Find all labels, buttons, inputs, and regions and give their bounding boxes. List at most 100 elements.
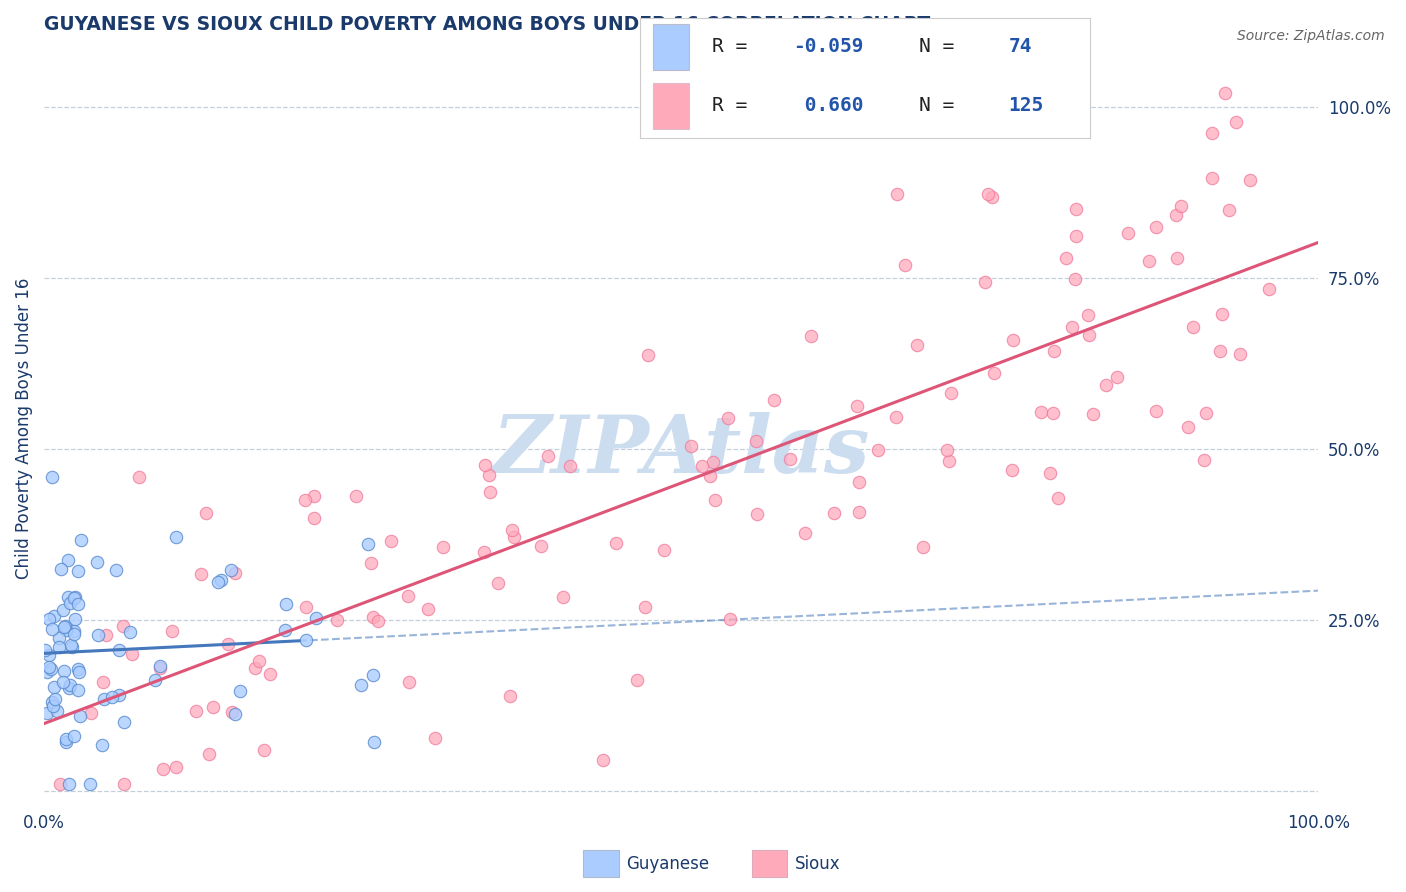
Text: 125: 125: [1008, 96, 1043, 115]
Point: [66, 662, 89, 676]
Point: [361, 667, 384, 681]
Point: [165, 760, 187, 774]
Point: [108, 643, 131, 657]
Text: N =: N =: [918, 37, 966, 56]
Point: [911, 540, 934, 554]
Point: [276, 597, 298, 611]
Point: [1170, 199, 1192, 213]
Point: [326, 613, 349, 627]
Point: [474, 458, 496, 472]
Point: [53, 620, 76, 634]
Text: ZIPAtlas: ZIPAtlas: [492, 412, 870, 490]
Point: [478, 468, 501, 483]
Point: [44, 609, 66, 624]
Point: [745, 434, 768, 448]
Point: [35, 665, 58, 680]
Point: [253, 743, 276, 757]
FancyBboxPatch shape: [654, 24, 689, 70]
Point: [207, 575, 229, 590]
Point: [112, 619, 135, 633]
Point: [605, 536, 627, 550]
Point: [530, 539, 553, 553]
Point: [501, 523, 523, 537]
Point: [67, 683, 90, 698]
Point: [1001, 463, 1024, 477]
Point: [101, 690, 124, 705]
Point: [560, 459, 582, 474]
Point: [1046, 491, 1069, 505]
Point: [1137, 254, 1160, 268]
Point: [868, 442, 890, 457]
Point: [938, 454, 960, 468]
Point: [478, 484, 501, 499]
Point: [1225, 115, 1247, 129]
Point: [350, 677, 373, 691]
Point: [93, 674, 115, 689]
Point: [49, 561, 72, 575]
Point: [763, 392, 786, 407]
Y-axis label: Child Poverty Among Boys Under 16: Child Poverty Among Boys Under 16: [15, 277, 32, 579]
Point: [62, 624, 84, 638]
Point: [592, 753, 614, 767]
Point: [1105, 370, 1128, 384]
Point: [67, 598, 90, 612]
Point: [1177, 420, 1199, 434]
Point: [1064, 271, 1087, 285]
Point: [980, 189, 1002, 203]
Point: [1116, 226, 1139, 240]
Point: [165, 530, 187, 544]
Point: [295, 633, 318, 648]
Point: [1218, 202, 1240, 217]
Point: [128, 469, 150, 483]
Point: [637, 348, 659, 362]
Point: [425, 731, 447, 746]
Point: [41, 695, 63, 709]
Point: [219, 563, 242, 577]
Text: Sioux: Sioux: [794, 855, 839, 873]
Point: [498, 690, 520, 704]
Point: [633, 599, 655, 614]
Point: [846, 400, 869, 414]
Point: [717, 411, 740, 425]
Point: [79, 777, 101, 791]
Point: [1064, 228, 1087, 243]
Point: [472, 545, 495, 559]
Point: [363, 735, 385, 749]
Point: [380, 533, 402, 548]
Point: [398, 589, 420, 603]
Point: [779, 451, 801, 466]
Point: [229, 684, 252, 698]
Point: [1201, 171, 1223, 186]
Text: Source: ZipAtlas.com: Source: ZipAtlas.com: [1237, 29, 1385, 43]
Point: [702, 455, 724, 469]
Point: [416, 602, 439, 616]
Point: [108, 688, 131, 702]
Point: [537, 449, 560, 463]
Point: [211, 573, 233, 587]
Text: GUYANESE VS SIOUX CHILD POVERTY AMONG BOYS UNDER 16 CORRELATION CHART: GUYANESE VS SIOUX CHILD POVERTY AMONG BO…: [44, 15, 931, 34]
Point: [38, 612, 60, 626]
Point: [59, 596, 82, 610]
Point: [118, 624, 141, 639]
Text: Guyanese: Guyanese: [626, 855, 709, 873]
Text: 0.660: 0.660: [793, 96, 863, 115]
Text: -0.059: -0.059: [793, 37, 863, 56]
Point: [53, 619, 76, 633]
Point: [274, 623, 297, 637]
Point: [1064, 202, 1087, 217]
Point: [86, 628, 108, 642]
Point: [93, 692, 115, 706]
Point: [551, 591, 574, 605]
Point: [221, 705, 243, 719]
Point: [302, 490, 325, 504]
Point: [69, 709, 91, 723]
Text: 74: 74: [1008, 37, 1032, 56]
Point: [104, 563, 127, 577]
Point: [202, 700, 225, 714]
Point: [398, 674, 420, 689]
Point: [63, 590, 86, 604]
Point: [63, 612, 86, 626]
Text: N =: N =: [918, 96, 966, 115]
Point: [983, 366, 1005, 380]
Point: [800, 329, 823, 343]
